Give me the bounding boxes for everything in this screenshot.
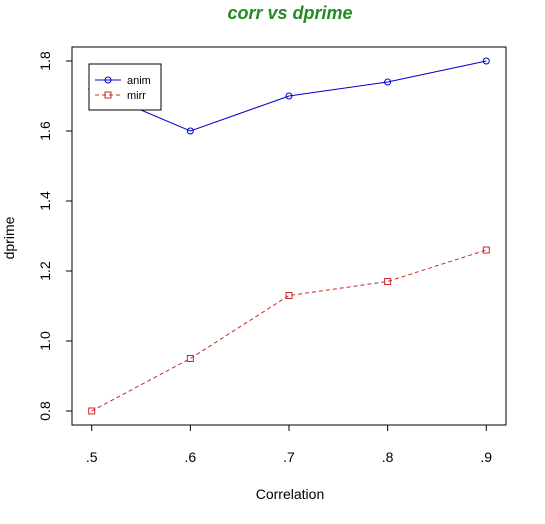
- data-point-anim: [186, 127, 194, 135]
- data-point-mirr: [384, 278, 392, 285]
- data-point-mirr: [482, 246, 490, 254]
- y-axis-label: dprime: [1, 216, 17, 259]
- x-tick-label: .9: [480, 449, 492, 465]
- legend-marker-anim: [104, 76, 112, 84]
- legend-label-mirr: mirr: [127, 90, 146, 102]
- y-tick-label: 0.8: [37, 401, 53, 421]
- x-tick-label: .7: [283, 449, 295, 465]
- x-axis: .5 .6 .7 .8 .9: [86, 425, 492, 465]
- x-axis-label: Correlation: [256, 486, 324, 502]
- x-tick-label: .8: [382, 449, 394, 465]
- data-point-anim: [285, 92, 293, 100]
- x-tick-label: .6: [185, 449, 197, 465]
- legend-label-anim: anim: [127, 75, 151, 87]
- chart-title: corr vs dprime: [227, 3, 352, 23]
- y-tick-label: 1.0: [37, 331, 53, 351]
- series-line-mirr: [91, 249, 487, 412]
- y-tick-label: 1.4: [37, 191, 53, 211]
- series-layer: [88, 57, 490, 415]
- legend-box: [88, 63, 162, 111]
- data-point-mirr: [186, 355, 194, 362]
- y-tick-label: 1.6: [37, 121, 53, 141]
- legend: anim mirr: [88, 63, 162, 111]
- y-tick-label: 1.8: [37, 51, 53, 71]
- y-axis: 0.8 1.0 1.2 1.4 1.6 1.8: [37, 51, 72, 421]
- legend-marker-mirr: [104, 91, 112, 99]
- series-line-anim: [91, 60, 487, 132]
- data-point-mirr: [88, 407, 96, 415]
- data-point-anim: [482, 57, 490, 65]
- data-point-anim: [384, 78, 392, 86]
- x-tick-label: .5: [86, 449, 98, 465]
- data-point-mirr: [285, 292, 293, 299]
- y-tick-label: 1.2: [37, 261, 53, 281]
